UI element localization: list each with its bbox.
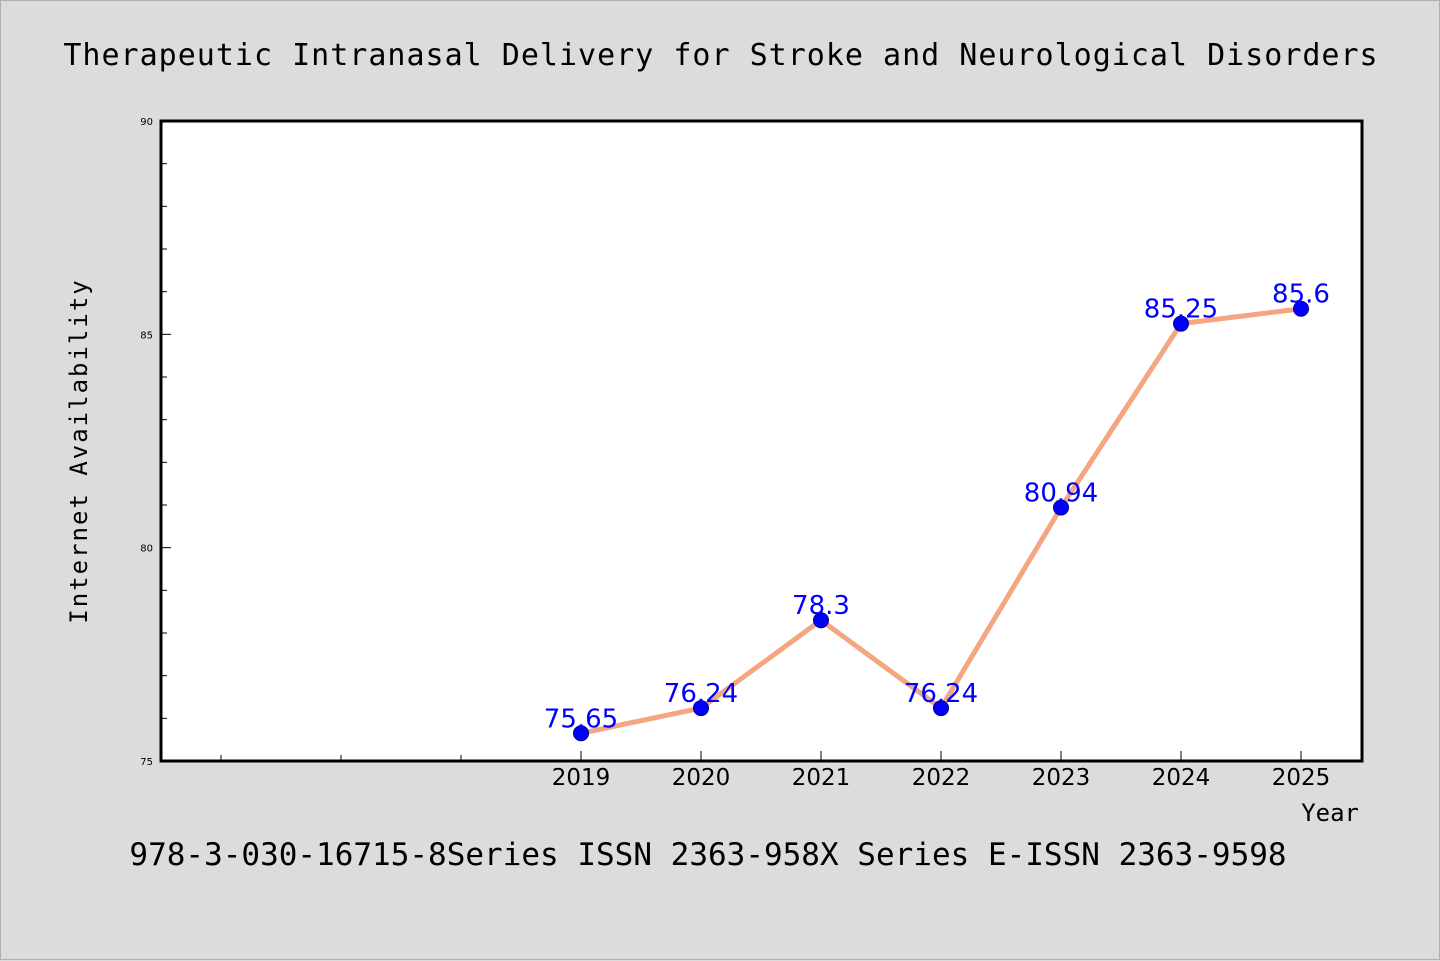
data-point-label: 75.65 (544, 704, 618, 734)
plot-area (159, 119, 1364, 763)
data-point-label: 85.25 (1144, 295, 1218, 325)
x-tick-label: 2021 (792, 765, 851, 791)
x-tick-label: 2023 (1032, 765, 1091, 791)
data-point-label: 78.3 (792, 591, 850, 621)
x-axis-ticks: 2019 2020 2021 2022 2023 2024 2025 (552, 751, 1331, 791)
data-point-marker (1173, 315, 1189, 332)
data-point-marker (1053, 499, 1069, 516)
data-point-marker (933, 700, 949, 717)
x-tick-label: 2020 (672, 765, 731, 791)
y-tick-label: 85 (140, 330, 153, 341)
data-point-marker (573, 725, 589, 742)
data-point-label: 85.6 (1272, 280, 1330, 310)
data-point-marker (1293, 300, 1309, 317)
minor-ticks (161, 163, 462, 761)
data-point-label: 76.24 (664, 679, 738, 709)
x-tick-label: 2025 (1272, 765, 1331, 791)
x-axis-label: Year (1301, 799, 1359, 827)
data-labels: 75.65 76.24 78.3 76.24 80.94 85.25 85.6 (544, 280, 1330, 735)
y-tick-label: 75 (140, 757, 153, 768)
data-point-label: 76.24 (904, 679, 978, 709)
y-tick-label: 80 (140, 544, 153, 555)
data-markers (573, 300, 1309, 742)
y-axis-label: Internet Availability (65, 278, 93, 623)
x-tick-label: 2024 (1152, 765, 1211, 791)
footer-text: 978-3-030-16715-8Series ISSN 2363-958X S… (129, 837, 1286, 873)
data-point-label: 80.94 (1024, 479, 1098, 509)
x-tick-label: 2019 (552, 765, 611, 791)
data-point-marker (693, 700, 709, 717)
chart-title: Therapeutic Intranasal Delivery for Stro… (63, 38, 1378, 73)
data-point-marker (813, 612, 829, 629)
y-axis-ticks: 75 80 85 90 (140, 117, 171, 768)
y-tick-label: 90 (140, 117, 153, 128)
x-tick-label: 2022 (912, 765, 971, 791)
